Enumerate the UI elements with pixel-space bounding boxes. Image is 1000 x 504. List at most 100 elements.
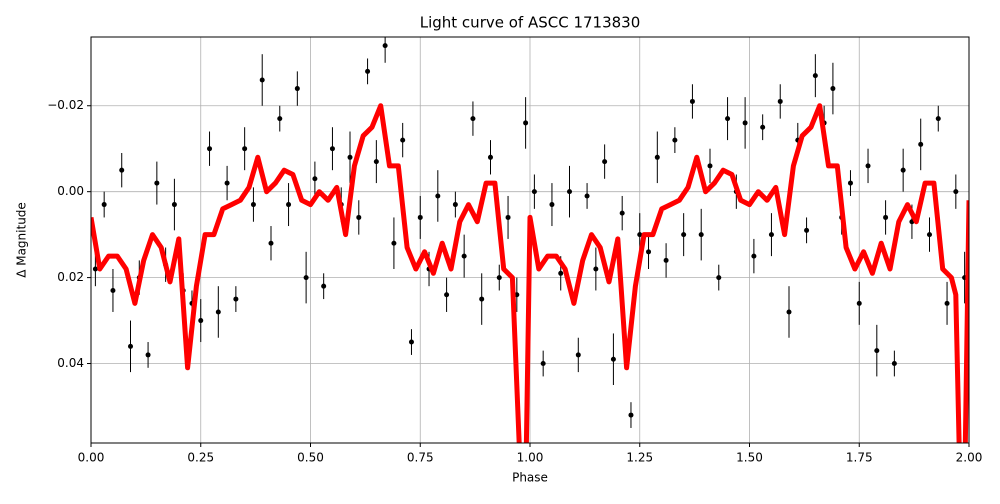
data-point xyxy=(593,266,599,272)
data-point xyxy=(207,146,213,152)
data-point xyxy=(856,300,862,306)
data-point xyxy=(496,275,502,281)
data-point xyxy=(171,202,177,208)
data-point xyxy=(224,180,230,186)
data-point xyxy=(883,214,889,220)
data-point xyxy=(742,120,748,126)
data-point xyxy=(215,309,221,315)
y-tick-label: −0.02 xyxy=(47,98,84,112)
y-tick-label: 0.02 xyxy=(57,270,84,284)
data-point xyxy=(303,275,309,281)
data-point xyxy=(128,343,134,349)
data-point xyxy=(382,43,388,49)
data-point xyxy=(751,253,757,259)
data-point xyxy=(654,154,660,160)
data-point xyxy=(865,163,871,169)
data-point xyxy=(461,253,467,259)
data-point xyxy=(242,146,248,152)
data-point xyxy=(567,189,573,195)
data-point xyxy=(707,163,713,169)
data-point xyxy=(198,318,204,324)
data-point xyxy=(119,167,125,173)
x-tick-label: 1.75 xyxy=(846,451,873,465)
chart-title: Light curve of ASCC 1713830 xyxy=(420,14,641,32)
data-point xyxy=(444,292,450,298)
data-point xyxy=(804,227,810,233)
data-point xyxy=(470,116,476,122)
data-point xyxy=(637,232,643,238)
data-point xyxy=(233,296,239,302)
data-point xyxy=(154,180,160,186)
plot-area xyxy=(91,37,969,443)
data-point xyxy=(891,361,897,367)
data-point xyxy=(417,214,423,220)
data-point xyxy=(294,86,300,92)
data-point xyxy=(768,232,774,238)
data-point xyxy=(101,202,107,208)
data-point xyxy=(575,352,581,358)
data-point xyxy=(110,287,116,293)
data-point xyxy=(584,193,590,199)
data-point xyxy=(935,116,941,122)
data-point xyxy=(329,146,335,152)
x-tick-label: 1.50 xyxy=(736,451,763,465)
data-point xyxy=(663,257,669,263)
data-point xyxy=(452,202,458,208)
data-point xyxy=(277,116,283,122)
data-point xyxy=(698,232,704,238)
data-point xyxy=(312,176,318,182)
data-point xyxy=(347,154,353,160)
data-point xyxy=(602,159,608,165)
data-point xyxy=(918,141,924,147)
data-point xyxy=(408,339,414,345)
data-point xyxy=(725,116,731,122)
data-point xyxy=(672,137,678,143)
data-point xyxy=(549,202,555,208)
data-point xyxy=(812,73,818,79)
data-point xyxy=(487,154,493,160)
data-point xyxy=(505,214,511,220)
data-point xyxy=(716,275,722,281)
data-point xyxy=(400,137,406,143)
data-point xyxy=(900,167,906,173)
data-point xyxy=(786,309,792,315)
curve xyxy=(91,103,969,443)
data-point xyxy=(373,159,379,165)
data-point xyxy=(435,193,441,199)
x-tick-label: 0.50 xyxy=(297,451,324,465)
data-point xyxy=(628,412,634,418)
x-axis-label: Phase xyxy=(512,471,548,485)
data-point xyxy=(646,249,652,255)
data-point xyxy=(681,232,687,238)
data-point xyxy=(619,210,625,216)
y-tick-label: 0.04 xyxy=(57,356,84,370)
x-tick-label: 1.00 xyxy=(517,451,544,465)
data-point xyxy=(540,361,546,367)
data-point xyxy=(523,120,529,126)
data-point xyxy=(610,356,616,362)
x-tick-label: 1.25 xyxy=(626,451,653,465)
data-point xyxy=(479,296,485,302)
axes: 0.00 0.25 0.50 0.75 1.00 1.25 1.50 1.75 2.00 −0.0… xyxy=(47,98,982,464)
data-point xyxy=(365,68,371,74)
data-point xyxy=(145,352,151,358)
data-point xyxy=(830,86,836,92)
data-point xyxy=(356,214,362,220)
data-point xyxy=(926,232,932,238)
data-point xyxy=(777,98,783,104)
data-point xyxy=(847,180,853,186)
x-tick-label: 0.75 xyxy=(407,451,434,465)
data-point xyxy=(760,124,766,130)
data-point xyxy=(286,202,292,208)
data-point xyxy=(531,189,537,195)
data-point xyxy=(250,202,256,208)
data-point xyxy=(689,98,695,104)
data-point xyxy=(944,300,950,306)
y-axis-label: Δ Magnitude xyxy=(15,202,29,278)
data-point xyxy=(92,266,98,272)
x-tick-label: 0.25 xyxy=(187,451,214,465)
data-point xyxy=(321,283,327,289)
data-point xyxy=(259,77,265,83)
data-point xyxy=(558,270,564,276)
